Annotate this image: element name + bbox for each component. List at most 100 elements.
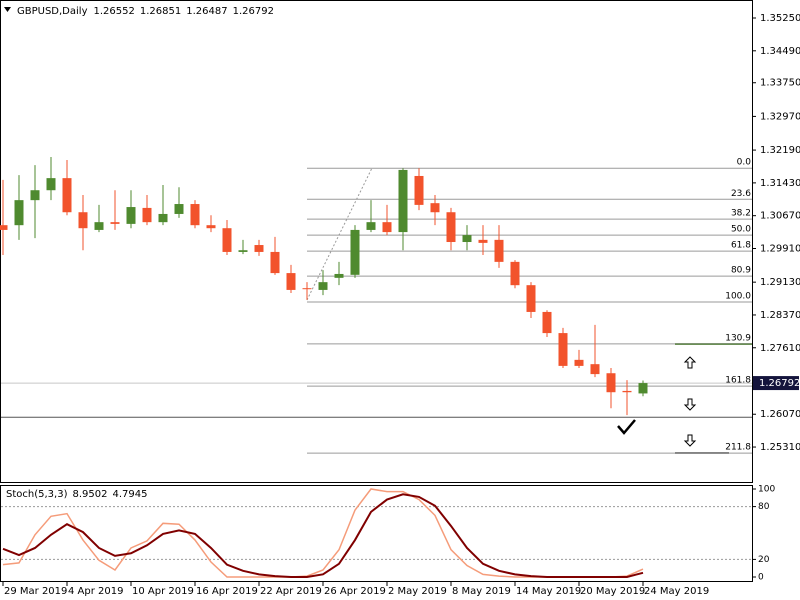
candle-body <box>478 239 488 243</box>
x-tick-label: 10 Apr 2019 <box>132 586 194 597</box>
arrow-down <box>683 434 697 447</box>
header-high: 1.26851 <box>140 6 181 17</box>
candle-body <box>0 225 8 230</box>
candle-body <box>382 222 392 233</box>
menu-triangle <box>4 7 11 12</box>
candle-body <box>206 225 216 229</box>
candle-body <box>62 178 72 213</box>
candle-body <box>638 383 648 394</box>
fib-label: 161.8 <box>725 376 751 386</box>
candle-body <box>414 175 424 205</box>
candle-body <box>302 288 312 290</box>
y-tick-label: 1.31430 <box>760 178 800 189</box>
stoch-panel <box>0 485 753 582</box>
fib-label: 100.0 <box>725 292 751 302</box>
candle-body <box>222 228 232 252</box>
candle-body <box>14 200 24 226</box>
y-tick-label: 1.27610 <box>760 343 800 354</box>
fib-label: 211.8 <box>725 443 751 453</box>
x-tick-label: 24 May 2019 <box>644 586 709 597</box>
candle-body <box>462 235 472 243</box>
candle-body <box>46 178 56 191</box>
x-tick-label: 4 Apr 2019 <box>68 586 123 597</box>
y-tick-label: 1.29910 <box>760 243 800 254</box>
y-tick-label: 1.35250 <box>760 13 800 24</box>
candle-body <box>110 222 120 224</box>
stoch-signal-last: 4.7945 <box>112 489 147 500</box>
candle-body <box>254 245 264 252</box>
y-tick-label: 1.25310 <box>760 442 800 453</box>
stoch-header: Stoch(5,3,3) 8.9502 4.7945 <box>6 489 147 500</box>
header-close: 1.26792 <box>233 6 274 17</box>
candle-body <box>350 229 360 275</box>
y-tick-label: 20 <box>758 555 770 565</box>
stoch-title: Stoch(5,3,3) <box>6 489 68 500</box>
candle-body <box>190 204 200 226</box>
y-tick-label: 1.32970 <box>760 111 800 122</box>
candle-body <box>366 222 376 230</box>
fib-trendline <box>306 167 373 301</box>
candle-body <box>606 373 616 393</box>
y-tick-label: 1.28370 <box>760 310 800 321</box>
y-tick-label: 1.33750 <box>760 78 800 89</box>
header: GBPUSD,Daily 1.26552 1.26851 1.26487 1.26792 <box>17 6 274 17</box>
price-box <box>753 376 799 391</box>
candle-body <box>126 207 136 224</box>
arrow-down <box>683 398 697 411</box>
candle-body <box>142 207 152 223</box>
fib-label: 38.2 <box>731 209 751 219</box>
x-tick-label: 22 Apr 2019 <box>260 586 322 597</box>
checkmark <box>617 419 636 435</box>
candle-body <box>542 311 552 334</box>
candle-body <box>398 169 408 233</box>
candle-body <box>94 222 104 230</box>
fib-label: 0.0 <box>737 158 752 168</box>
candle-body <box>446 212 456 243</box>
price-box-label: 1.26792 <box>759 378 800 389</box>
y-tick-label: 1.30670 <box>760 211 800 222</box>
x-tick-label: 16 Apr 2019 <box>196 586 258 597</box>
y-tick-label: 100 <box>758 485 775 495</box>
y-tick-label: 1.29130 <box>760 277 800 288</box>
y-tick-label: 0 <box>758 573 764 583</box>
candle-body <box>574 359 584 366</box>
symbol: GBPUSD,Daily <box>17 6 88 17</box>
y-tick-label: 1.34490 <box>760 46 800 57</box>
candle-body <box>238 250 248 252</box>
fib-label: 130.9 <box>725 333 751 343</box>
candle-body <box>510 261 520 286</box>
candle-body <box>78 212 88 229</box>
candle-body <box>158 213 168 223</box>
x-tick-label: 20 May 2019 <box>580 586 645 597</box>
fib-label: 80.9 <box>731 266 751 276</box>
candle-body <box>318 282 328 290</box>
x-tick-label: 14 May 2019 <box>516 586 581 597</box>
x-tick-label: 2 May 2019 <box>388 586 447 597</box>
x-tick-label: 26 Apr 2019 <box>324 586 386 597</box>
candle-body <box>558 333 568 366</box>
candle-body <box>174 204 184 214</box>
fib-label: 50.0 <box>731 225 751 235</box>
header-open: 1.26552 <box>94 6 135 17</box>
arrow-up <box>683 356 697 369</box>
y-tick-label: 1.32190 <box>760 145 800 156</box>
candle-body <box>270 251 280 274</box>
candle-body <box>286 273 296 290</box>
candle-body <box>590 364 600 375</box>
fib-label: 23.6 <box>731 189 751 199</box>
x-tick-label: 8 May 2019 <box>452 586 511 597</box>
candle-body <box>526 285 536 312</box>
candle-body <box>334 273 344 278</box>
candle-body <box>30 190 40 201</box>
candle-body <box>430 203 440 213</box>
y-tick-label: 80 <box>758 502 770 512</box>
candle-body <box>622 390 632 393</box>
main-panel <box>0 0 753 483</box>
candle-body <box>494 239 504 262</box>
stoch-main-last: 8.9502 <box>72 489 107 500</box>
header-low: 1.26487 <box>186 6 227 17</box>
fib-label: 61.8 <box>731 241 751 251</box>
